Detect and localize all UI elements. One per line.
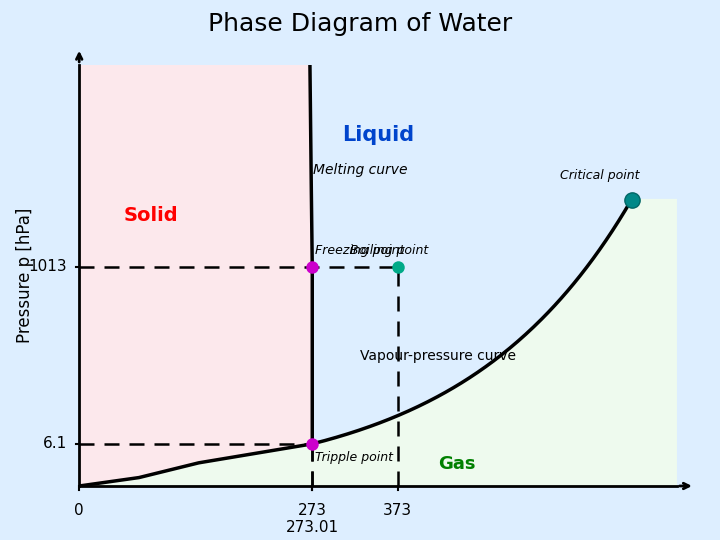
Text: Liquid: Liquid bbox=[342, 125, 414, 145]
Text: 273.01: 273.01 bbox=[286, 519, 339, 535]
Polygon shape bbox=[79, 65, 312, 486]
Text: Phase Diagram of Water: Phase Diagram of Water bbox=[208, 12, 512, 36]
Text: Freezing point: Freezing point bbox=[315, 244, 404, 258]
Text: Boiling point: Boiling point bbox=[350, 244, 428, 258]
Text: 273: 273 bbox=[298, 503, 327, 518]
Text: Vapour-pressure curve: Vapour-pressure curve bbox=[360, 349, 516, 363]
Text: Gas: Gas bbox=[438, 455, 475, 473]
Text: 1013: 1013 bbox=[29, 260, 67, 274]
Text: Solid: Solid bbox=[124, 206, 179, 225]
Text: 373: 373 bbox=[383, 503, 412, 518]
Text: Tripple point: Tripple point bbox=[315, 451, 392, 464]
Text: 6.1: 6.1 bbox=[43, 436, 67, 451]
Text: 0: 0 bbox=[74, 503, 84, 518]
Polygon shape bbox=[79, 200, 677, 486]
Text: Melting curve: Melting curve bbox=[313, 163, 408, 177]
Text: Pressure p [hPa]: Pressure p [hPa] bbox=[17, 208, 35, 343]
Text: Critical point: Critical point bbox=[559, 168, 639, 181]
